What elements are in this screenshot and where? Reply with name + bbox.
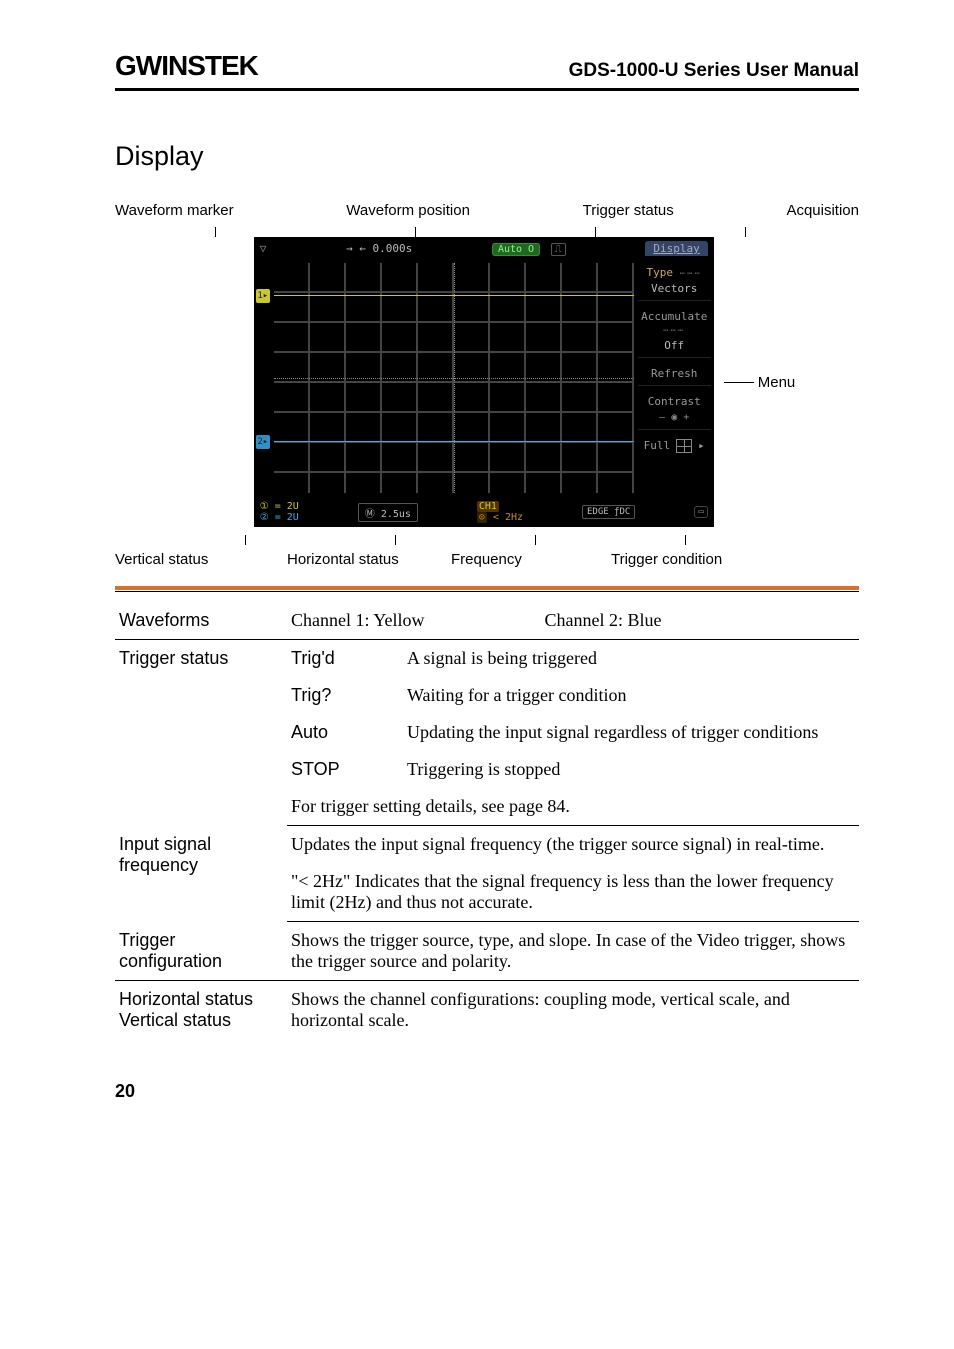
section-divider bbox=[115, 586, 859, 592]
input-freq-p2: "< 2Hz" Indicates that the signal freque… bbox=[287, 863, 859, 922]
marker-column: 1▸ 2▸ bbox=[254, 259, 272, 497]
trigger-config-desc: Shows the trigger source, type, and slop… bbox=[287, 922, 859, 981]
annotation-waveform-position: Waveform position bbox=[346, 202, 470, 219]
scope-bottom-bar: ① = 2U ② = 2U Ⓜ 2.5us CH1 ⊙ < 2Hz EDGE ƒ… bbox=[254, 497, 714, 527]
menu-item-contrast[interactable]: Contrast — ◉ + bbox=[638, 390, 711, 429]
menu-item-refresh[interactable]: Refresh bbox=[638, 362, 711, 386]
trigq-desc: Waiting for a trigger condition bbox=[403, 677, 859, 714]
annotation-horizontal-status: Horizontal status bbox=[287, 551, 451, 568]
hv-status-desc: Shows the channel configurations: coupli… bbox=[287, 981, 859, 1040]
manual-title: GDS-1000-U Series User Manual bbox=[569, 60, 859, 82]
trigd-desc: A signal is being triggered bbox=[403, 640, 859, 678]
row-label-hv-status: Horizontal status Vertical status bbox=[115, 981, 287, 1040]
stop-desc: Triggering is stopped bbox=[403, 751, 859, 788]
input-freq-p1: Updates the input signal frequency (the … bbox=[287, 826, 859, 864]
menu-item-accumulate[interactable]: Accumulate ⋯⋯⋯ Off bbox=[638, 305, 711, 358]
annotation-frequency: Frequency bbox=[451, 551, 611, 568]
bottom-annotation-row: Vertical status Horizontal status Freque… bbox=[115, 545, 859, 586]
scope-figure: ▽ → ← 0.000s Auto O ⎍ Display 1▸ 2▸ Type… bbox=[115, 237, 859, 527]
top-annotation-row: Waveform marker Waveform position Trigge… bbox=[115, 202, 859, 227]
auto-label: Auto bbox=[287, 714, 403, 751]
auto-badge: Auto O bbox=[492, 243, 540, 256]
scope-pos-arrow: ▽ bbox=[260, 242, 267, 255]
auto-desc: Updating the input signal regardless of … bbox=[403, 714, 859, 751]
row-label-input-freq: Input signal frequency bbox=[115, 826, 287, 922]
trigger-condition-readout: EDGE ƒDC bbox=[582, 505, 635, 519]
ch1-marker: 1▸ bbox=[256, 289, 270, 303]
page-number: 20 bbox=[115, 1081, 859, 1102]
scope-top-bar: ▽ → ← 0.000s Auto O ⎍ Display bbox=[254, 237, 714, 259]
waveform-ch1 bbox=[274, 295, 634, 296]
ch2-color-label: Channel 2: Blue bbox=[545, 610, 662, 631]
trigd-label: Trig'd bbox=[287, 640, 403, 678]
waveform-ch2 bbox=[274, 441, 634, 442]
annotation-acquisition: Acquisition bbox=[786, 202, 859, 219]
trigger-extra-badge: ▭ bbox=[694, 506, 707, 518]
trigq-label: Trig? bbox=[287, 677, 403, 714]
menu-header: Display bbox=[645, 241, 707, 256]
section-title: Display bbox=[115, 141, 859, 172]
annotation-trigger-status: Trigger status bbox=[583, 202, 674, 219]
scope-position-readout: → ← 0.000s bbox=[346, 242, 412, 255]
ch1-color-label: Channel 1: Yellow bbox=[291, 610, 425, 631]
annotation-ticks bbox=[115, 227, 859, 237]
waveform-grid bbox=[274, 263, 634, 493]
vertical-status-readout: ① = 2U ② = 2U bbox=[260, 501, 299, 523]
oscilloscope-screen: ▽ → ← 0.000s Auto O ⎍ Display 1▸ 2▸ Type… bbox=[254, 237, 714, 527]
stop-label: STOP bbox=[287, 751, 403, 788]
annotation-trigger-condition: Trigger condition bbox=[611, 551, 859, 568]
ch2-marker: 2▸ bbox=[256, 435, 270, 449]
brand-logo: GWINSTEK bbox=[115, 50, 258, 82]
row-label-trigger-status: Trigger status bbox=[115, 640, 287, 826]
page-header: GWINSTEK GDS-1000-U Series User Manual bbox=[115, 50, 859, 91]
horizontal-status-readout: Ⓜ 2.5us bbox=[358, 503, 418, 522]
frequency-readout: CH1 ⊙ < 2Hz bbox=[477, 501, 523, 523]
row-label-trigger-config: Trigger configuration bbox=[115, 922, 287, 981]
annotation-vertical-status: Vertical status bbox=[115, 551, 287, 568]
menu-item-full[interactable]: Full ▸ bbox=[638, 434, 711, 458]
row-label-waveforms: Waveforms bbox=[115, 602, 287, 640]
grid-icon bbox=[676, 439, 692, 453]
menu-item-type[interactable]: Type ⋯⋯⋯ Vectors bbox=[638, 261, 711, 301]
trigger-shape-icon: ⎍ bbox=[551, 243, 566, 256]
annotation-waveform-marker: Waveform marker bbox=[115, 202, 234, 219]
definitions-table: Waveforms Channel 1: Yellow Channel 2: B… bbox=[115, 602, 859, 1039]
trigger-status-footer: For trigger setting details, see page 84… bbox=[287, 788, 859, 826]
bottom-ticks bbox=[115, 535, 859, 545]
side-menu: Type ⋯⋯⋯ Vectors Accumulate ⋯⋯⋯ Off Refr… bbox=[636, 259, 714, 497]
menu-side-label: Menu bbox=[724, 374, 796, 391]
